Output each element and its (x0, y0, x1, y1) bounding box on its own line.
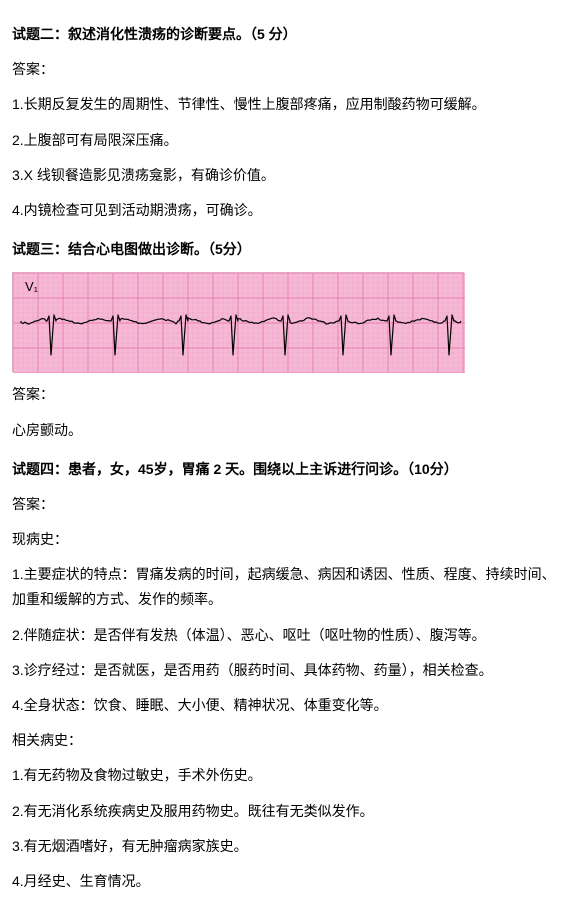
q3-answer-label: 答案： (12, 382, 561, 407)
q4-section2-title: 相关病史： (12, 728, 561, 753)
q4-section1-title: 现病史： (12, 527, 561, 552)
q2-answer-label: 答案： (12, 57, 561, 82)
q4-s2-item: 3.有无烟酒嗜好，有无肿瘤病家族史。 (12, 834, 561, 859)
q4-s2-item: 2.有无消化系统疾病史及服用药物史。既往有无类似发作。 (12, 799, 561, 824)
q2-item: 3.X 线钡餐造影见溃疡龛影，有确诊价值。 (12, 163, 561, 188)
q4-s1-item: 1.主要症状的特点：胃痛发病的时间，起病缓急、病因和诱因、性质、程度、持续时间、… (12, 562, 561, 612)
q3-answer-text: 心房颤动。 (12, 418, 561, 443)
q4-s1-item: 4.全身状态：饮食、睡眠、大小便、精神状况、体重变化等。 (12, 693, 561, 718)
ecg-strip: V₁ (12, 272, 464, 372)
q4-s2-item: 1.有无药物及食物过敏史，手术外伤史。 (12, 763, 561, 788)
q2-item: 4.内镜检查可见到活动期溃疡，可确诊。 (12, 198, 561, 223)
q4-s1-item: 2.伴随症状：是否伴有发热（体温）、恶心、呕吐（呕吐物的性质）、腹泻等。 (12, 623, 561, 648)
q4-answer-label: 答案： (12, 492, 561, 517)
svg-text:V₁: V₁ (25, 279, 39, 294)
q2-item: 1.长期反复发生的周期性、节律性、慢性上腹部疼痛，应用制酸药物可缓解。 (12, 92, 561, 117)
q4-title: 试题四：患者，女，45岁，胃痛 2 天。围绕以上主诉进行问诊。（10分） (12, 457, 561, 482)
q4-s2-item: 4.月经史、生育情况。 (12, 869, 561, 894)
q2-item: 2.上腹部可有局限深压痛。 (12, 128, 561, 153)
q2-title: 试题二：叙述消化性溃疡的诊断要点。（5 分） (12, 22, 561, 47)
q4-s1-item: 3.诊疗经过：是否就医，是否用药（服药时间、具体药物、药量），相关检查。 (12, 658, 561, 683)
q3-title: 试题三：结合心电图做出诊断。（5分） (12, 237, 561, 262)
